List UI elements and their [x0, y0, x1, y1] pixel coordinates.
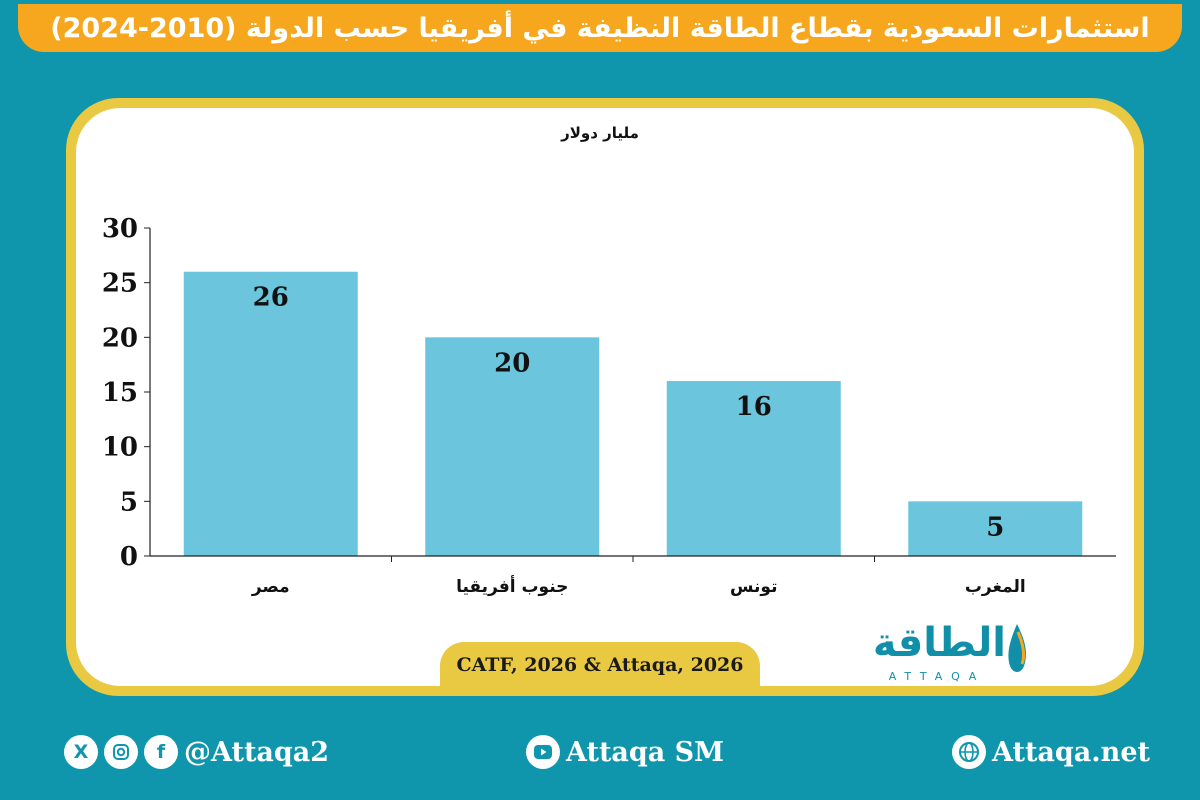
bar-data-label: 20	[494, 348, 530, 378]
bar	[908, 501, 1083, 556]
logo-latin-text: ATTAQA	[888, 670, 986, 683]
social-handle[interactable]: @Attaqa2	[184, 736, 330, 768]
bar	[183, 271, 358, 556]
y-tick-label: 0	[120, 542, 138, 572]
bar	[666, 381, 841, 556]
x-tick-label: مصر	[251, 577, 290, 597]
y-tick-label: 20	[102, 323, 138, 353]
source-label: CATF, 2026 & Attaqa, 2026	[440, 642, 760, 688]
instagram-icon[interactable]	[104, 735, 138, 769]
x-tick-label: جنوب أفريقيا	[456, 575, 568, 597]
x-twitter-icon[interactable]: X	[64, 735, 98, 769]
title-bar: استثمارات السعودية بقطاع الطاقة النظيفة …	[18, 4, 1182, 52]
chart-card: مليار دولار 0 5 10 15 20 25 30 26 مصر 20 جنوب أفر…	[76, 108, 1134, 686]
y-tick-label: 5	[120, 487, 138, 517]
x-tick-label: تونس	[730, 577, 777, 597]
x-tick-label: المغرب	[965, 577, 1026, 597]
bar-data-label: 16	[736, 392, 772, 422]
y-axis-label: مليار دولار	[560, 124, 639, 142]
facebook-icon[interactable]: f	[144, 735, 178, 769]
youtube-channel[interactable]: Attaqa SM	[566, 736, 725, 768]
bar-chart: مليار دولار 0 5 10 15 20 25 30 26 مصر 20 جنوب أفر…	[102, 124, 1116, 597]
chart-title: استثمارات السعودية بقطاع الطاقة النظيفة …	[50, 12, 1150, 44]
y-tick-label: 30	[102, 214, 138, 244]
y-tick-label: 10	[102, 433, 138, 463]
youtube-link[interactable]: Attaqa SM	[526, 732, 724, 772]
bar-data-label: 5	[986, 512, 1004, 542]
bar-data-label: 26	[253, 283, 289, 313]
bar	[425, 337, 600, 556]
logo-drop-icon	[1008, 624, 1026, 672]
social-links: X f @Attaqa2	[64, 732, 329, 772]
website-link[interactable]: Attaqa.net	[952, 732, 1150, 772]
attaqa-logo: الطاقة ATTAQA	[856, 618, 1036, 688]
logo-arabic-text: الطاقة	[872, 620, 1006, 666]
youtube-icon	[526, 735, 560, 769]
globe-icon	[952, 735, 986, 769]
y-tick-label: 25	[102, 269, 138, 299]
website-url[interactable]: Attaqa.net	[992, 736, 1150, 768]
y-tick-label: 15	[102, 378, 138, 408]
